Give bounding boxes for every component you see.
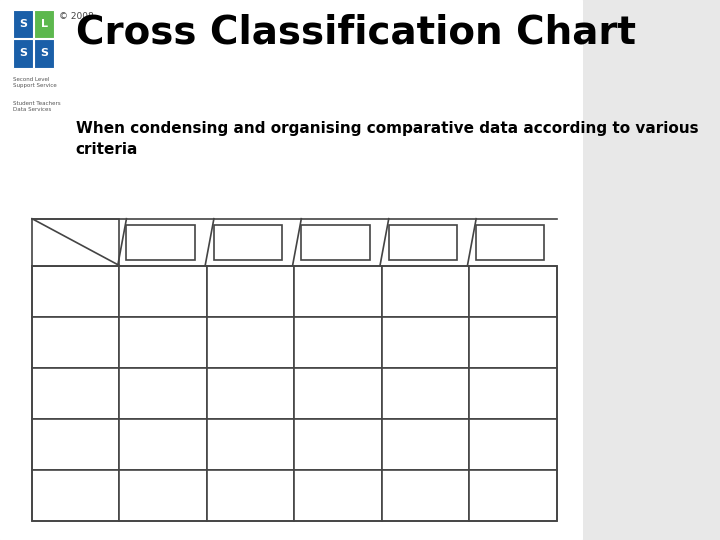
Bar: [32, 419, 120, 470]
Bar: [34, 10, 54, 38]
Bar: [382, 419, 469, 470]
Bar: [32, 266, 120, 316]
Text: S: S: [19, 19, 27, 29]
Bar: [32, 266, 557, 521]
Bar: [207, 368, 294, 419]
Text: Student Teachers
Data Services: Student Teachers Data Services: [13, 101, 60, 112]
Bar: [13, 10, 33, 38]
Bar: [207, 470, 294, 521]
Bar: [382, 316, 469, 368]
FancyBboxPatch shape: [0, 0, 586, 540]
Bar: [13, 39, 33, 68]
Bar: [214, 225, 282, 260]
Bar: [207, 419, 294, 470]
Text: Cross Classification Chart: Cross Classification Chart: [76, 14, 636, 51]
Bar: [469, 419, 557, 470]
Bar: [32, 368, 120, 419]
Bar: [302, 225, 369, 260]
Bar: [382, 470, 469, 521]
Text: S: S: [19, 48, 27, 58]
Bar: [120, 470, 207, 521]
Bar: [382, 368, 469, 419]
Bar: [34, 39, 54, 68]
Bar: [294, 266, 382, 316]
Bar: [120, 368, 207, 419]
Bar: [469, 316, 557, 368]
Bar: [294, 316, 382, 368]
Bar: [32, 470, 120, 521]
Bar: [294, 470, 382, 521]
Bar: [32, 219, 120, 266]
Bar: [294, 419, 382, 470]
Text: L: L: [41, 19, 48, 29]
Text: S: S: [40, 48, 48, 58]
Bar: [120, 266, 207, 316]
Bar: [120, 316, 207, 368]
Text: When condensing and organising comparative data according to various
criteria: When condensing and organising comparati…: [76, 122, 698, 158]
Bar: [469, 368, 557, 419]
Bar: [382, 266, 469, 316]
Bar: [469, 266, 557, 316]
Bar: [207, 316, 294, 368]
Bar: [207, 266, 294, 316]
Bar: [294, 368, 382, 419]
Bar: [469, 470, 557, 521]
Bar: [120, 419, 207, 470]
Bar: [476, 225, 544, 260]
Bar: [389, 225, 457, 260]
Bar: [32, 316, 120, 368]
Bar: [127, 225, 194, 260]
Text: Second Level
Support Service: Second Level Support Service: [13, 77, 57, 89]
Text: © 2008: © 2008: [60, 12, 94, 21]
